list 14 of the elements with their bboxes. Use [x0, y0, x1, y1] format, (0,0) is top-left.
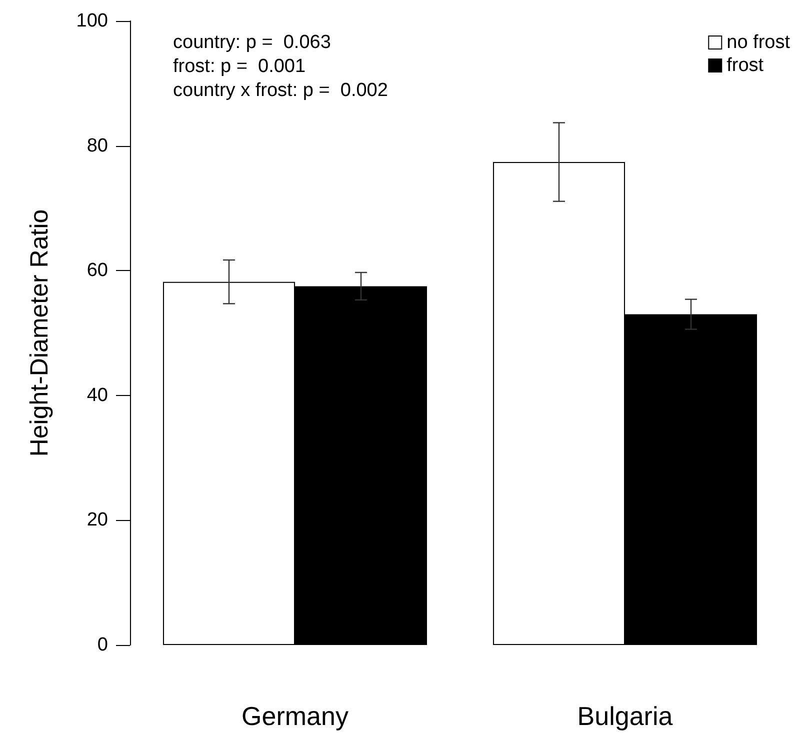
y-tick-label: 0 — [97, 634, 108, 656]
legend-label: frost — [726, 55, 764, 76]
y-tick-label: 80 — [86, 135, 108, 156]
y-tick-label: 60 — [86, 260, 108, 282]
y-tick-label: 40 — [86, 384, 108, 406]
y-tick-label: 100 — [76, 10, 108, 32]
y-axis-title: Height-Diameter Ratio — [26, 209, 54, 457]
x-tick-label: Bulgaria — [577, 701, 674, 731]
annotation: frost: p = 0.001 — [173, 56, 306, 77]
x-tick-label: Germany — [242, 701, 348, 731]
legend-label: no frost — [726, 32, 791, 53]
y-tick-label: 20 — [86, 510, 108, 531]
annotation: country: p = 0.063 — [173, 32, 331, 53]
annotation: country x frost: p = 0.002 — [173, 80, 388, 101]
